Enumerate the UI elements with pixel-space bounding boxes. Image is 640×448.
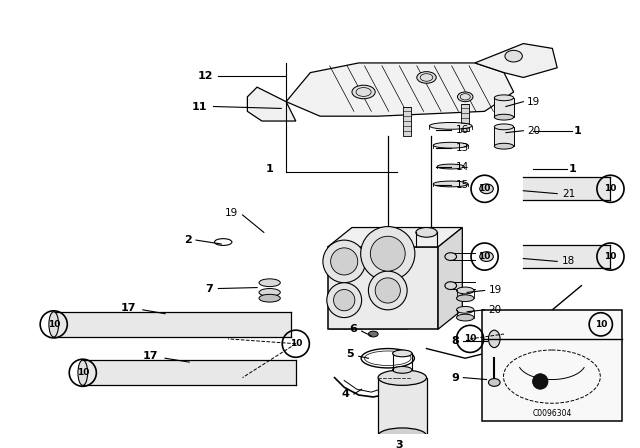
- Polygon shape: [475, 43, 557, 78]
- Ellipse shape: [259, 294, 280, 302]
- Text: 20: 20: [527, 126, 540, 136]
- Text: 13: 13: [456, 143, 469, 153]
- Text: 14: 14: [456, 162, 469, 172]
- Text: 3: 3: [396, 440, 403, 448]
- Bar: [494, 98, 514, 117]
- Text: 12: 12: [198, 70, 214, 81]
- Ellipse shape: [259, 279, 280, 287]
- Text: 10: 10: [479, 252, 491, 261]
- Polygon shape: [438, 228, 462, 329]
- Ellipse shape: [494, 95, 514, 101]
- Ellipse shape: [433, 181, 468, 187]
- Ellipse shape: [494, 114, 514, 120]
- Bar: [54, 312, 291, 337]
- Circle shape: [371, 236, 405, 271]
- Text: 2: 2: [184, 235, 192, 245]
- Text: 10: 10: [604, 252, 617, 261]
- Ellipse shape: [445, 253, 456, 260]
- Text: 8: 8: [452, 336, 460, 346]
- Ellipse shape: [369, 331, 378, 337]
- Ellipse shape: [49, 312, 59, 337]
- Text: 10: 10: [290, 339, 302, 348]
- Circle shape: [361, 227, 415, 281]
- Text: 1: 1: [266, 164, 273, 174]
- Circle shape: [327, 283, 362, 318]
- Ellipse shape: [456, 306, 474, 313]
- Ellipse shape: [378, 370, 426, 385]
- Text: 9: 9: [452, 373, 460, 383]
- Text: 19: 19: [488, 285, 502, 296]
- Ellipse shape: [417, 72, 436, 83]
- Ellipse shape: [392, 350, 412, 357]
- Ellipse shape: [429, 122, 472, 129]
- Ellipse shape: [445, 282, 456, 289]
- Text: 11: 11: [192, 102, 208, 112]
- Ellipse shape: [480, 184, 493, 194]
- Bar: [494, 127, 514, 146]
- Circle shape: [323, 240, 365, 283]
- Polygon shape: [248, 87, 296, 121]
- Bar: [524, 177, 611, 200]
- Bar: [482, 310, 622, 421]
- Text: 10: 10: [479, 184, 491, 193]
- Text: 5: 5: [346, 349, 354, 359]
- Polygon shape: [328, 228, 462, 247]
- Text: 10: 10: [595, 320, 607, 329]
- Ellipse shape: [458, 92, 473, 102]
- Text: 19: 19: [225, 208, 237, 218]
- Polygon shape: [328, 247, 438, 329]
- Text: 15: 15: [456, 180, 469, 190]
- Text: 21: 21: [562, 189, 575, 198]
- Ellipse shape: [437, 164, 464, 169]
- Ellipse shape: [78, 360, 88, 385]
- Text: 10: 10: [464, 334, 476, 343]
- Ellipse shape: [352, 85, 375, 99]
- Ellipse shape: [456, 295, 474, 302]
- Circle shape: [331, 248, 358, 275]
- Text: 17: 17: [120, 303, 136, 313]
- Circle shape: [375, 278, 401, 303]
- Ellipse shape: [392, 366, 412, 373]
- Polygon shape: [286, 63, 514, 116]
- Text: C0096304: C0096304: [532, 409, 572, 418]
- Ellipse shape: [505, 50, 522, 62]
- Text: 1: 1: [569, 164, 577, 174]
- Text: 20: 20: [488, 305, 502, 315]
- Text: 10: 10: [47, 320, 60, 329]
- Text: 4: 4: [341, 389, 349, 399]
- Text: 18: 18: [562, 256, 575, 267]
- Text: 19: 19: [527, 97, 540, 107]
- Text: 7: 7: [205, 284, 214, 293]
- Bar: [403, 107, 411, 136]
- Bar: [524, 245, 611, 268]
- Text: 16: 16: [456, 125, 469, 135]
- Ellipse shape: [378, 428, 426, 444]
- Text: 1: 1: [573, 126, 581, 136]
- Text: 17: 17: [143, 351, 158, 361]
- Text: 6: 6: [349, 324, 356, 334]
- Text: 10: 10: [77, 368, 89, 377]
- Ellipse shape: [416, 228, 437, 237]
- Circle shape: [333, 289, 355, 311]
- Ellipse shape: [456, 314, 474, 321]
- Ellipse shape: [494, 143, 514, 149]
- Text: 10: 10: [604, 184, 617, 193]
- Circle shape: [369, 271, 407, 310]
- Ellipse shape: [259, 289, 280, 296]
- Bar: [461, 103, 469, 131]
- Circle shape: [532, 374, 548, 389]
- Ellipse shape: [433, 142, 468, 148]
- Ellipse shape: [488, 379, 500, 386]
- Ellipse shape: [480, 252, 493, 262]
- Ellipse shape: [456, 287, 474, 294]
- Bar: [83, 360, 296, 385]
- Ellipse shape: [494, 124, 514, 130]
- Ellipse shape: [488, 330, 500, 348]
- Bar: [378, 378, 426, 436]
